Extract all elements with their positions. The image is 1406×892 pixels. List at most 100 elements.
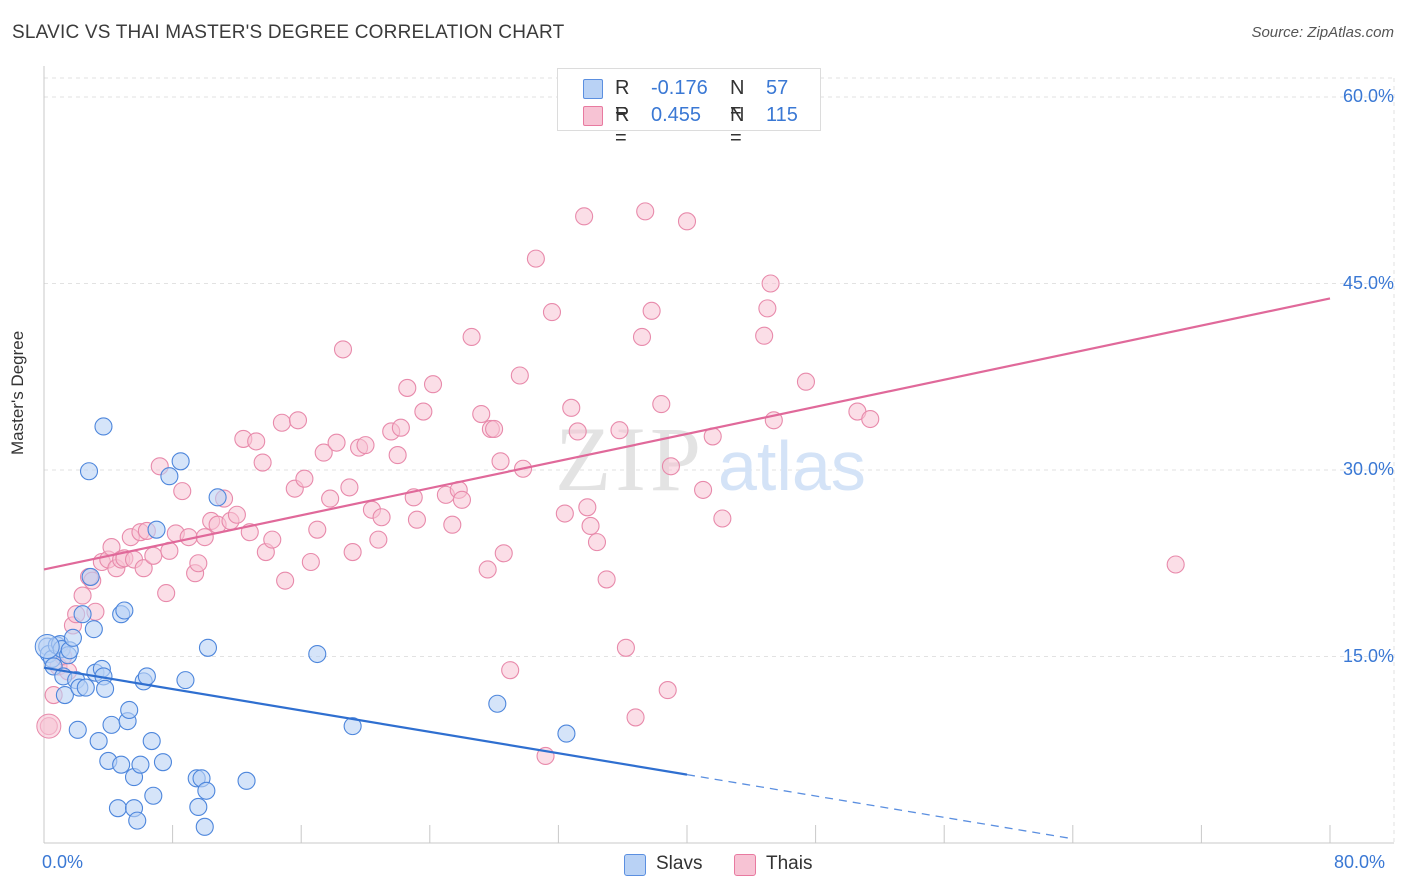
y-tick-label: 15.0%: [1342, 645, 1394, 666]
slavs-point: [89, 731, 108, 751]
slavs-point: [102, 715, 121, 734]
thais-point: [761, 274, 780, 293]
n-value: 115: [766, 104, 798, 126]
thais-point: [276, 571, 295, 590]
thais-point: [494, 544, 513, 563]
r-value: -0.176: [651, 77, 708, 99]
thais-swatch: [583, 106, 603, 126]
thais-point: [173, 482, 192, 501]
slavs-point: [84, 620, 103, 639]
thais-point: [632, 327, 652, 347]
slavs-point: [112, 755, 131, 774]
slavs-point: [131, 755, 150, 774]
slavs-point: [108, 799, 127, 818]
thais-point: [388, 446, 407, 465]
n-label: N =: [730, 104, 745, 149]
slavs-point: [94, 417, 113, 436]
thais-point: [616, 638, 635, 657]
thais-point: [568, 422, 587, 441]
thais-point: [407, 510, 426, 529]
thais-point: [861, 409, 880, 429]
y-tick-label: 30.0%: [1342, 459, 1394, 479]
thais-legend-swatch: [734, 854, 756, 876]
slavs-point: [237, 771, 256, 790]
axes: [43, 66, 1394, 844]
thais-point: [288, 411, 308, 430]
thais-point: [372, 508, 391, 527]
trend-lines: [43, 297, 1331, 840]
slavs-point: [153, 753, 173, 772]
legend-label: Slavs: [656, 853, 703, 874]
thais-point: [414, 402, 433, 421]
legend-label: Thais: [766, 853, 813, 874]
thais-point: [247, 432, 266, 451]
thais-point: [581, 516, 600, 536]
thais-point: [636, 202, 655, 221]
n-label: N =: [730, 77, 745, 122]
thais-point: [555, 504, 574, 523]
slavs-points: [34, 417, 576, 836]
thais-point: [610, 421, 629, 440]
slavs-point: [115, 601, 134, 620]
thais-point-large: [36, 713, 62, 739]
thais-point: [462, 327, 481, 347]
thais-point: [758, 299, 777, 318]
thais-point: [321, 489, 340, 508]
thais-point: [327, 433, 346, 452]
thais-point: [398, 378, 417, 397]
slavs-point: [81, 567, 100, 586]
thais-point: [642, 301, 661, 320]
slavs-trend-extension: [686, 773, 1073, 840]
thais-point: [472, 404, 491, 424]
slavs-legend-swatch: [624, 854, 646, 876]
thais-point: [301, 552, 320, 572]
thais-point: [272, 413, 291, 432]
slavs-swatch: [583, 79, 603, 99]
source-credit: Source: ZipAtlas.com: [1251, 24, 1394, 41]
slavs-point-large: [34, 634, 60, 660]
x-tick-label-max: 80.0%: [1334, 852, 1386, 872]
slavs-point: [488, 694, 507, 713]
thais-point: [677, 212, 697, 231]
thais-point: [189, 554, 208, 573]
thais-point: [227, 505, 246, 524]
slavs-point: [137, 667, 156, 686]
chart-title: SLAVIC VS THAI MASTER'S DEGREE CORRELATI…: [12, 22, 565, 43]
y-tick-label: 45.0%: [1342, 272, 1394, 293]
thais-trend-line: [43, 297, 1331, 571]
thais-point: [501, 661, 520, 680]
thais-point: [661, 457, 680, 476]
thais-point: [694, 480, 713, 499]
thais-point: [578, 498, 597, 517]
slavs-point: [557, 724, 576, 743]
r-label: R =: [615, 77, 630, 122]
thais-point: [391, 418, 410, 437]
slavs-point: [176, 671, 195, 690]
thais-point: [626, 708, 645, 727]
thais-point: [144, 546, 163, 565]
r-value: 0.455: [651, 104, 702, 126]
thais-point: [1166, 555, 1185, 574]
thais-point: [263, 530, 282, 549]
thais-point: [343, 543, 362, 562]
slavs-point: [198, 638, 218, 657]
thais-point: [652, 395, 671, 414]
thais-point: [542, 303, 562, 322]
thais-point: [491, 452, 510, 471]
slavs-point: [120, 700, 139, 720]
n-value: 57: [766, 77, 789, 99]
slavs-point: [171, 452, 190, 471]
thais-point: [713, 509, 732, 528]
series-legend: Slavs Thais: [0, 852, 1406, 878]
slavs-trend-line: [43, 666, 688, 776]
r-label: R =: [615, 104, 630, 149]
slavs-point: [79, 462, 99, 481]
thais-point: [134, 559, 153, 578]
slavs-point: [76, 678, 95, 697]
watermark-atlas: atlas: [718, 427, 866, 505]
slavs-point: [63, 628, 82, 647]
slavs-point: [96, 679, 115, 698]
slavs-point: [208, 488, 227, 507]
slavs-point: [197, 781, 216, 800]
